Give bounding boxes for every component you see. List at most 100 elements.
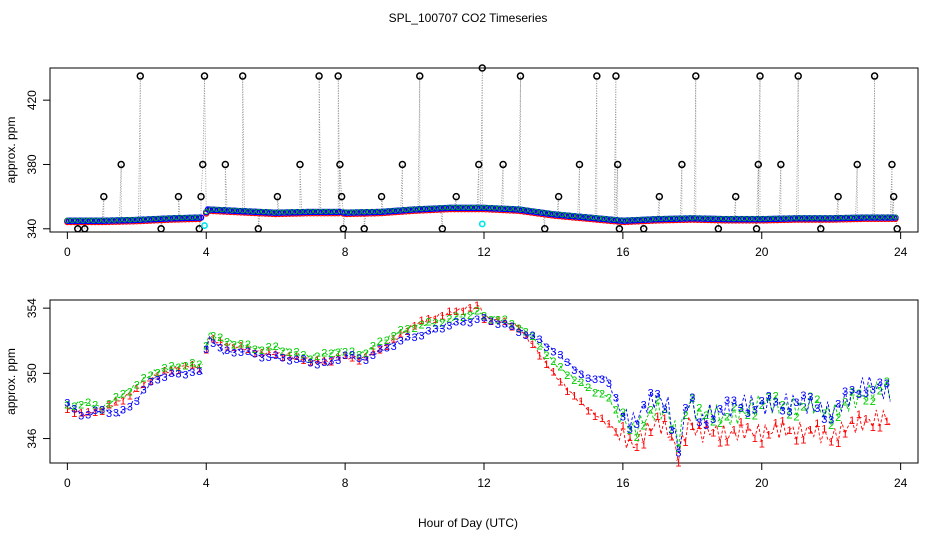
series-glyph: 3 <box>141 385 147 397</box>
series-glyph: 1 <box>363 351 369 363</box>
series-glyph: 2 <box>710 417 716 429</box>
green-point <box>809 215 815 221</box>
series-glyph: 2 <box>856 388 862 400</box>
series-glyph: 3 <box>467 317 473 329</box>
series-glyph: 2 <box>738 403 744 415</box>
spike-point <box>499 160 507 169</box>
series-glyph: 3 <box>543 342 549 354</box>
spike-point <box>337 192 346 201</box>
series-glyph: 1 <box>675 457 681 469</box>
series-glyph: 1 <box>481 314 487 326</box>
series-glyph: 3 <box>321 357 327 369</box>
series-line <box>67 361 203 411</box>
series-glyph: 2 <box>321 347 327 359</box>
series-glyph: 3 <box>877 377 883 389</box>
green-point <box>674 215 680 221</box>
series-glyph: 2 <box>863 395 869 407</box>
spike-point <box>360 225 368 233</box>
series-glyph: 2 <box>717 418 723 430</box>
series-glyph: 2 <box>287 347 293 359</box>
green-point <box>575 213 581 219</box>
green-point <box>424 205 430 212</box>
series-glyph: 1 <box>502 316 508 328</box>
series-glyph: 3 <box>793 397 799 409</box>
spike-point <box>754 160 763 169</box>
green-point <box>80 217 86 223</box>
series-glyph: 3 <box>821 414 827 426</box>
series-glyph: 3 <box>696 417 702 429</box>
series-line <box>67 363 204 417</box>
series-glyph: 2 <box>113 392 119 404</box>
series-glyph: 2 <box>127 386 133 398</box>
series-glyph: 2 <box>92 400 98 412</box>
series-glyph: 3 <box>495 319 501 331</box>
series-glyph: 2 <box>363 348 369 360</box>
spike-point <box>452 192 460 201</box>
series-glyph: 1 <box>224 341 230 353</box>
series-glyph: 3 <box>370 350 376 362</box>
series-glyph: 3 <box>148 376 154 388</box>
green-point <box>470 204 477 210</box>
green-point <box>250 208 256 214</box>
green-point <box>856 214 862 220</box>
series-glyph: 2 <box>148 370 154 382</box>
spike-point <box>157 225 165 233</box>
y-tick-label: 380 <box>25 154 39 174</box>
series-glyph: 1 <box>835 438 841 450</box>
series-glyph: 3 <box>120 404 126 416</box>
green-point <box>122 217 128 223</box>
green-point <box>679 215 685 221</box>
series-glyph: 2 <box>543 350 549 362</box>
series-glyph: 1 <box>807 425 813 437</box>
y-tick-label: 346 <box>25 428 39 448</box>
x-tick-label: 8 <box>342 245 349 259</box>
series-glyph: 2 <box>648 404 654 416</box>
series-glyph: 1 <box>356 355 362 367</box>
green-point <box>835 215 841 221</box>
green-point <box>148 216 154 222</box>
x-tick-label: 8 <box>342 476 349 490</box>
series-glyph: 2 <box>405 323 411 335</box>
series-glyph: 1 <box>696 420 702 432</box>
series-glyph: 2 <box>849 386 855 398</box>
series-glyph: 3 <box>759 396 765 408</box>
series-glyph: 2 <box>488 314 494 326</box>
series-glyph: 2 <box>182 360 188 372</box>
series-glyph: 1 <box>432 314 438 326</box>
series-glyph: 1 <box>106 400 112 412</box>
spike-point <box>195 225 204 233</box>
green-point <box>580 213 586 220</box>
spike-point <box>416 72 424 80</box>
series-glyph: 3 <box>752 405 758 417</box>
series-glyph: 1 <box>259 347 265 359</box>
series-glyph: 3 <box>557 350 563 362</box>
series-glyph: 2 <box>168 360 174 372</box>
series-glyph: 1 <box>745 421 751 433</box>
green-point <box>788 215 794 221</box>
series-glyph: 3 <box>620 411 626 423</box>
series-glyph: 1 <box>648 427 654 439</box>
series-glyph: 3 <box>488 316 494 328</box>
green-point <box>528 208 534 214</box>
series-glyph: 3 <box>849 384 855 396</box>
series-glyph: 1 <box>321 356 327 368</box>
series-glyph: 3 <box>689 392 695 404</box>
series-glyph: 1 <box>141 379 147 391</box>
series-glyph: 2 <box>280 346 286 358</box>
series-glyph: 1 <box>530 339 536 351</box>
spike-point <box>475 160 483 169</box>
green-point <box>281 209 287 215</box>
green-point <box>333 208 340 215</box>
series-glyph: 1 <box>550 366 556 378</box>
green-point <box>866 214 872 220</box>
series-glyph: 2 <box>71 401 77 413</box>
series-glyph: 2 <box>238 339 244 351</box>
series-glyph: 3 <box>162 372 168 384</box>
series-glyph: 2 <box>467 310 473 322</box>
green-point <box>700 215 706 221</box>
series-glyph: 1 <box>842 428 848 440</box>
series-glyph: 2 <box>835 412 841 424</box>
series-glyph: 3 <box>710 414 716 426</box>
green-point <box>814 215 820 221</box>
x-tick-label: 24 <box>894 476 908 490</box>
